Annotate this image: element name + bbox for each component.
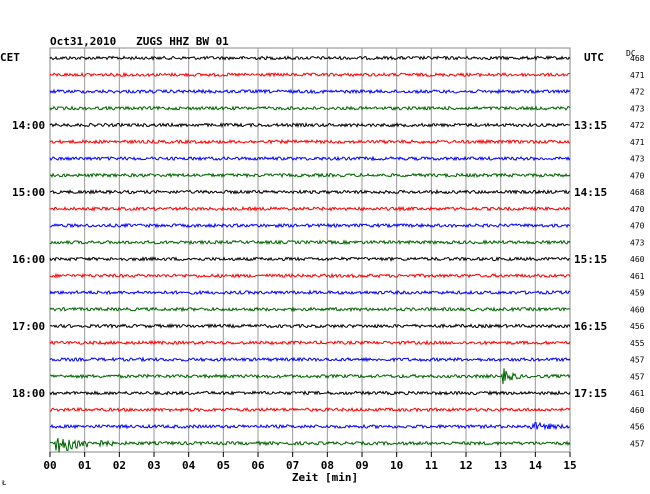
cet-hour-label: 16:00 [12,253,45,266]
cet-hour-label: 17:00 [12,320,45,333]
dc-offset-label: 470 [630,222,645,231]
dc-offset-label: 461 [630,272,645,281]
trace-row [49,289,571,296]
x-tick-label: 11 [425,459,439,472]
x-tick-label: 14 [529,459,543,472]
trace-row [49,356,571,363]
trace-row [49,339,571,346]
trace-row [49,222,571,229]
dc-offset-label: 471 [630,138,645,147]
trace-row [49,368,571,385]
trace-row [49,306,571,313]
utc-hour-label: 13:15 [574,119,607,132]
utc-hour-label: 14:15 [574,186,607,199]
dc-offset-label: 473 [630,238,645,247]
trace-row [49,138,571,145]
trace-row [49,406,571,413]
dc-offset-label: 460 [630,406,645,415]
cet-timezone-label: CET [0,51,20,64]
dc-offset-label: 456 [630,423,645,432]
x-tick-label: 02 [113,459,126,472]
x-tick-label: 15 [563,459,576,472]
trace-row [49,55,571,61]
trace-rows [49,55,571,453]
dc-offset-label: 461 [630,389,645,398]
x-tick-label: 06 [251,459,265,472]
x-tick-label: 13 [494,459,507,472]
x-tick-label: 05 [217,459,230,472]
dc-offset-label: 468 [630,188,645,197]
cet-hour-label: 18:00 [12,387,45,400]
x-axis-label: Zeit [min] [291,471,359,484]
x-tick-label: 00 [43,459,56,472]
trace-row [49,188,571,195]
dc-column-label: DC [626,49,636,58]
trace-row [49,323,571,329]
x-tick-label: 04 [182,459,196,472]
trace-row [49,390,571,396]
dc-offset-label: 473 [630,155,645,164]
plot-frame [49,47,571,453]
dc-offset-label: 457 [630,356,645,365]
dc-offset-label: 470 [630,171,645,180]
dc-offset-label: 472 [630,88,645,97]
x-tick-label: 12 [459,459,472,472]
trace-row [49,256,571,262]
cet-hour-label: 15:00 [12,186,45,199]
x-tick-label: 03 [147,459,160,472]
trace-row [49,172,571,179]
trace-row [49,421,571,431]
x-tick-label: 10 [390,459,403,472]
dc-offset-label: 460 [630,305,645,314]
trace-row [49,438,571,453]
utc-hour-label: 17:15 [574,387,607,400]
dc-offset-label: 455 [630,339,645,348]
x-axis: 00 01 02 03 04 05 06 07 08 09 10 11 12 13 14 15 [43,452,577,472]
dc-offset-label: 457 [630,372,645,381]
row-labels: 468 471 472 473 472 471 473 470 468 470 470 473 460 4… [12,54,645,448]
trace-row [49,71,571,78]
dc-offset-label: 460 [630,255,645,264]
plot-grid [49,47,571,453]
trace-row [49,122,571,129]
dc-offset-label: 470 [630,205,645,214]
dc-offset-label: 459 [630,289,645,298]
dc-offset-label: 456 [630,322,645,331]
trace-row [49,205,571,212]
trace-row [49,272,571,279]
x-tick-label: 01 [78,459,92,472]
dc-offset-label: 468 [630,54,645,63]
dc-offset-label: 473 [630,104,645,113]
cet-hour-label: 14:00 [12,119,45,132]
utc-timezone-label: UTC [584,51,604,64]
x-tick-label: 08 [321,459,334,472]
dc-offset-label: 472 [630,121,645,130]
trace-row [49,88,571,95]
utc-hour-label: 15:15 [574,253,607,266]
trace-row [49,105,571,112]
corner-mark: Ł [2,479,7,487]
trace-row [49,155,571,162]
utc-hour-label: 16:15 [574,320,607,333]
record-title: Oct31,2010 ZUGS HHZ BW 01 [50,35,229,48]
dc-offset-label: 471 [630,71,645,80]
trace-row [49,239,571,246]
x-tick-label: 07 [286,459,299,472]
x-tick-label: 09 [355,459,368,472]
dc-offset-label: 457 [630,439,645,448]
